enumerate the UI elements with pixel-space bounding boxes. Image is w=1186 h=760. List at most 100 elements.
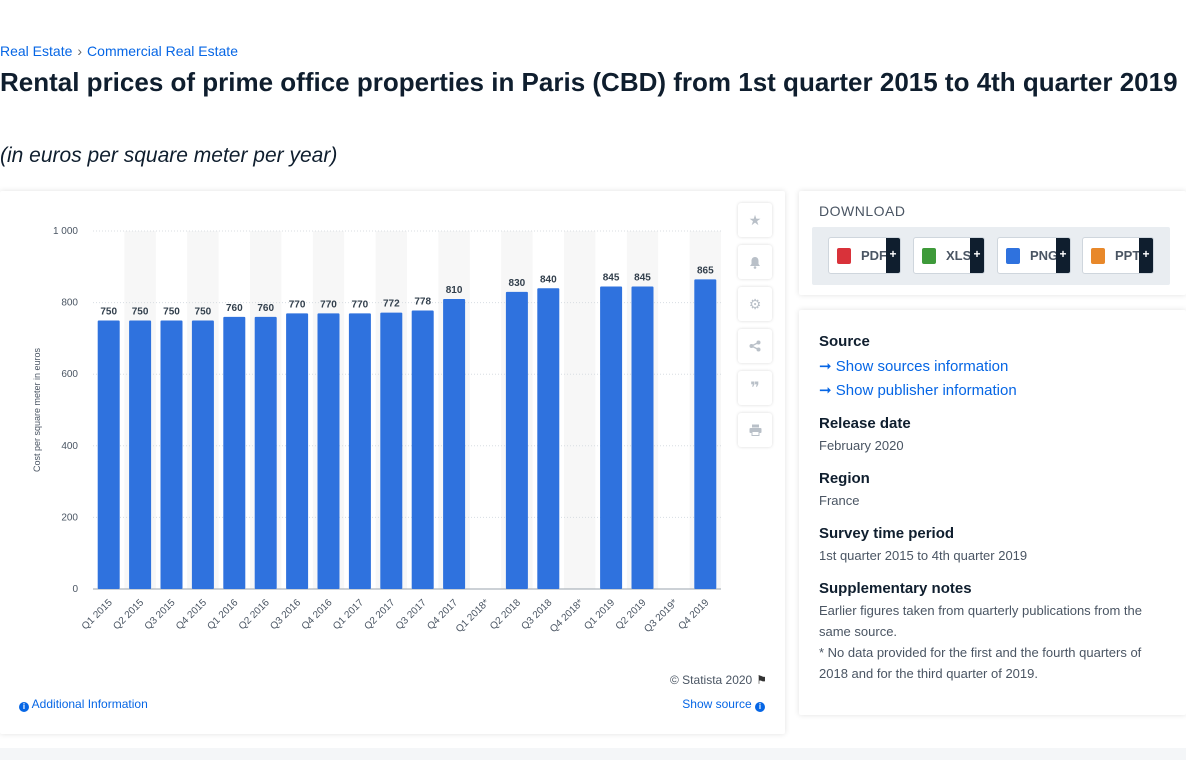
flag-icon: ⚑ (756, 673, 767, 687)
gear-icon: ⚙ (748, 295, 762, 312)
share-button[interactable] (738, 329, 772, 363)
show-source-link[interactable]: Show source i (682, 697, 765, 712)
print-button[interactable] (738, 413, 772, 447)
info-icon: i (19, 702, 29, 712)
download-png-label: PNG (1030, 248, 1059, 263)
data-label: 845 (634, 272, 651, 283)
source-heading: Source (819, 333, 870, 350)
supplementary-note-2: * No data provided for the first and the… (819, 645, 1142, 681)
bar (380, 312, 403, 589)
y-tick-label: 600 (61, 369, 78, 380)
x-tick-label: Q1 2016 (206, 597, 241, 632)
arrow-right-icon: ➞ (819, 382, 832, 399)
x-tick-label: Q1 2018* (454, 597, 492, 635)
x-tick-label: Q2 2015 (111, 597, 146, 632)
download-ppt-label: PPT (1115, 248, 1141, 263)
bar (129, 320, 152, 589)
share-icon (749, 340, 761, 352)
bar (223, 316, 246, 589)
data-label: 830 (509, 278, 526, 289)
show-publisher-label: Show publisher information (835, 382, 1017, 399)
download-pdf-label: PDF (861, 248, 887, 263)
additional-information-link[interactable]: i Additional Information (19, 697, 148, 712)
bell-icon (750, 256, 760, 269)
survey-period-value: 1st quarter 2015 to 4th quarter 2019 (819, 548, 1028, 563)
arrow-right-icon: ➞ (819, 358, 832, 375)
download-title: DOWNLOAD (819, 203, 906, 219)
download-card: DOWNLOAD PDF + XLS + PNG + PPT + (799, 191, 1186, 295)
data-label: 750 (100, 307, 117, 318)
data-label: 778 (414, 296, 431, 307)
statistic-details-card: Source ➞ Show sources information ➞ Show… (799, 310, 1186, 715)
supplementary-note-1: Earlier figures taken from quarterly pub… (819, 603, 1142, 639)
x-tick-label: Q1 2015 (80, 597, 115, 632)
data-label: 750 (132, 307, 149, 318)
chart-card: 0 200 400 600 800 1 000 Cost per square meter … (0, 191, 785, 734)
download-ppt-button[interactable]: PPT + (1082, 237, 1154, 274)
breadcrumb-separator: › (77, 43, 83, 59)
plus-icon: + (1139, 238, 1153, 273)
release-date-value: February 2020 (819, 438, 904, 453)
breadcrumb-real-estate[interactable]: Real Estate (0, 43, 73, 59)
x-tick-label: Q1 2017 (331, 597, 366, 632)
bar (631, 286, 654, 589)
bar (160, 320, 183, 589)
plus-icon: + (1056, 238, 1070, 273)
x-tick-label: Q3 2015 (143, 597, 178, 632)
show-sources-link[interactable]: ➞ Show sources information (819, 357, 1008, 375)
info-icon: i (755, 702, 765, 712)
bar (443, 299, 466, 589)
data-label: 760 (257, 303, 274, 314)
data-label: 770 (320, 299, 337, 310)
bar (505, 291, 528, 589)
show-publisher-link[interactable]: ➞ Show publisher information (819, 381, 1017, 399)
bar (191, 320, 214, 589)
chart-toolbar: ★ ⚙ ❞ (738, 203, 772, 455)
additional-information-label: Additional Information (31, 697, 148, 711)
credit-text: © Statista 2020 (670, 673, 753, 687)
page-subtitle: (in euros per square meter per year) (0, 144, 338, 167)
data-label: 750 (195, 307, 212, 318)
download-xls-button[interactable]: XLS + (913, 237, 985, 274)
download-buttons: PDF + XLS + PNG + PPT + (812, 227, 1170, 285)
data-label: 750 (163, 307, 180, 318)
x-tick-label: Q4 2016 (300, 597, 335, 632)
y-tick-label: 1 000 (53, 226, 78, 237)
data-label: 772 (383, 299, 400, 310)
plus-icon: + (886, 238, 900, 273)
bar (97, 320, 120, 589)
x-tick-label: Q3 2017 (394, 597, 429, 632)
y-axis-title: Cost per square meter in euros (32, 347, 42, 472)
x-tick-label: Q2 2017 (363, 597, 398, 632)
star-icon: ★ (748, 211, 762, 228)
download-png-button[interactable]: PNG + (997, 237, 1071, 274)
favorite-button[interactable]: ★ (738, 203, 772, 237)
show-sources-label: Show sources information (835, 358, 1009, 375)
y-tick-label: 400 (61, 441, 78, 452)
bar (348, 313, 371, 589)
bar (600, 286, 623, 589)
print-icon (749, 424, 761, 436)
bar (286, 313, 309, 589)
bar (317, 313, 340, 589)
x-tick-label: Q1 2019 (582, 597, 617, 632)
x-tick-label: Q4 2018* (548, 597, 586, 635)
quote-icon: ❞ (750, 380, 760, 397)
x-tick-label: Q2 2018 (488, 597, 523, 632)
download-xls-label: XLS (946, 248, 972, 263)
statista-credit[interactable]: © Statista 2020 ⚑ (670, 673, 767, 687)
supplementary-notes-heading: Supplementary notes (819, 580, 972, 597)
category-band (564, 231, 596, 589)
ppt-file-icon (1091, 247, 1105, 264)
breadcrumb: Real Estate › Commercial Real Estate (0, 43, 238, 59)
breadcrumb-commercial-real-estate[interactable]: Commercial Real Estate (87, 43, 238, 59)
x-tick-label: Q3 2019* (642, 597, 680, 635)
x-tick-label: Q3 2016 (268, 597, 303, 632)
notification-button[interactable] (738, 245, 772, 279)
cite-button[interactable]: ❞ (738, 371, 772, 405)
x-tick-label: Q2 2016 (237, 597, 272, 632)
settings-button[interactable]: ⚙ (738, 287, 772, 321)
region-value: France (819, 493, 860, 508)
download-pdf-button[interactable]: PDF + (828, 237, 901, 274)
page-title: Rental prices of prime office properties… (0, 67, 1178, 97)
